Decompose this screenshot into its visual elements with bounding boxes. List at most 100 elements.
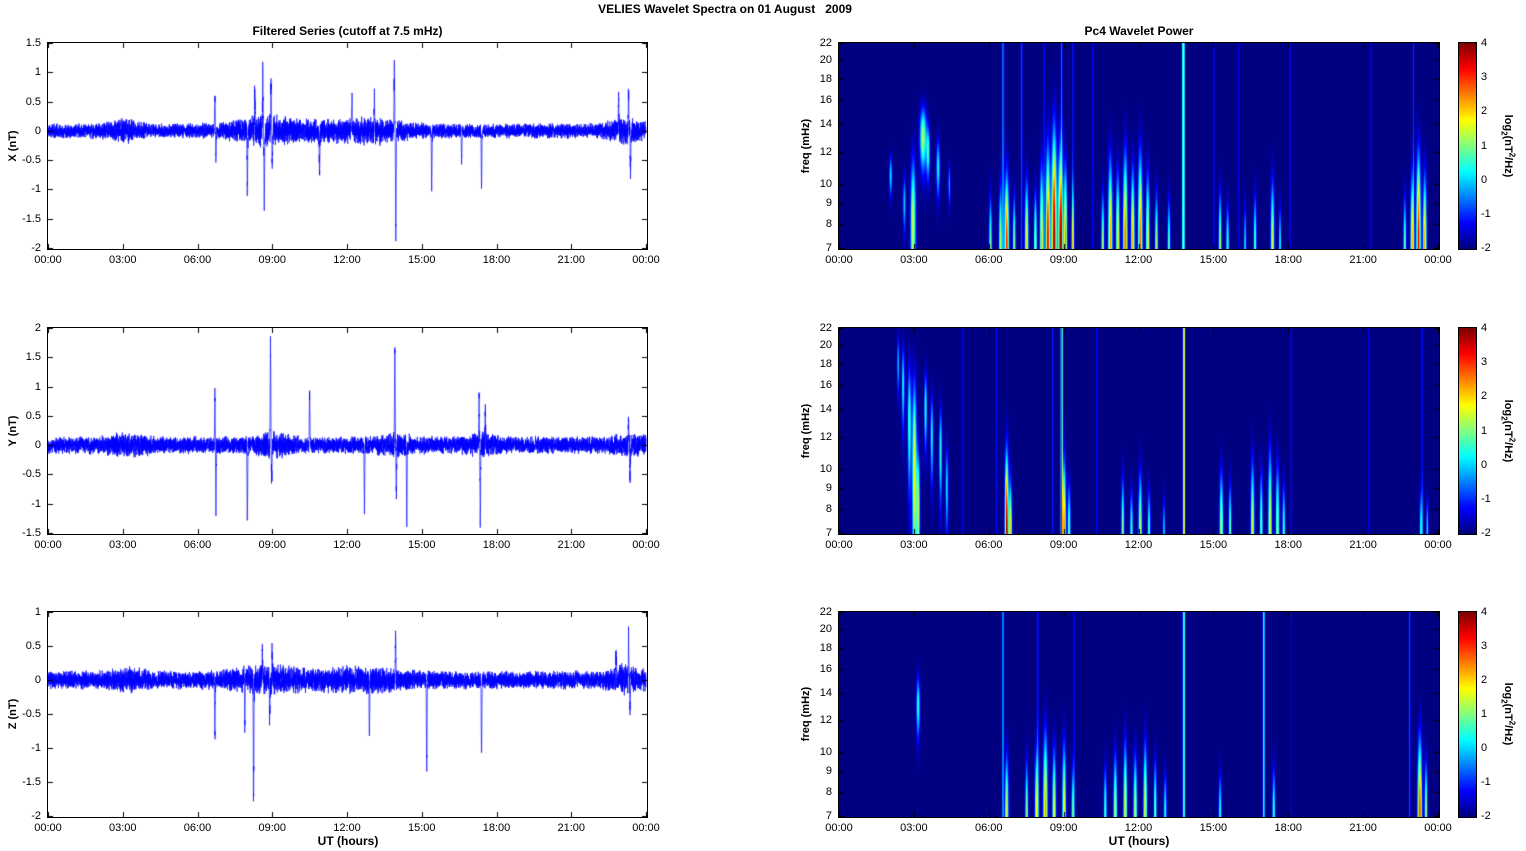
x-tick-label: 06:00 xyxy=(974,539,1003,551)
y-tick-label: -1.5 xyxy=(22,212,41,225)
x-tick-label: 06:00 xyxy=(183,822,212,834)
ylabel-freq-3: freq (mHz) xyxy=(800,686,812,742)
y-tick-label: 14 xyxy=(819,686,832,699)
colorbar-tick-label: 4 xyxy=(1481,606,1488,618)
x-tick-label: 03:00 xyxy=(108,822,137,834)
x-tick-label: 15:00 xyxy=(407,539,436,551)
x-tick-label: 21:00 xyxy=(557,822,586,834)
x-tick-label: 21:00 xyxy=(557,254,586,266)
x-tick-label: 12:00 xyxy=(333,822,361,834)
y-tick-label: -1.5 xyxy=(22,527,41,539)
x-tick-label: 06:00 xyxy=(183,539,212,551)
x-tick-label: 00:00 xyxy=(825,539,853,551)
colorbar-tick-label: 3 xyxy=(1481,71,1488,84)
x-tick-label: 12:00 xyxy=(1124,822,1153,834)
y-tick-label: 0 xyxy=(34,124,41,137)
y-tick-label: 9 xyxy=(825,765,832,778)
x-tick-label: 12:00 xyxy=(333,254,361,266)
y-tick-label: 9 xyxy=(825,197,832,209)
y-tick-label: 20 xyxy=(819,339,832,352)
x-tick-label: 21:00 xyxy=(1349,822,1377,834)
xlabel-left: UT (hours) xyxy=(317,834,379,848)
colorbar-tick-label: 1 xyxy=(1481,708,1488,720)
y-tick-label: -1 xyxy=(31,497,41,510)
x-tick-label: 00:00 xyxy=(1424,539,1452,551)
colorbar-tick-label: -1 xyxy=(1481,492,1491,505)
y-tick-label: 18 xyxy=(819,72,832,85)
y-tick-label: 16 xyxy=(819,662,832,675)
x-tick-label: 00:00 xyxy=(825,822,853,834)
timeseries-canvas-x xyxy=(48,43,647,249)
x-tick-label: 00:00 xyxy=(34,822,62,834)
colorbar-tick-label: -2 xyxy=(1481,242,1491,254)
colorbar-canvas-z xyxy=(1459,612,1476,817)
timeseries-panel-z xyxy=(47,611,648,818)
x-tick-label: 15:00 xyxy=(407,254,436,266)
x-tick-label: 00:00 xyxy=(1424,822,1452,834)
x-tick-label: 15:00 xyxy=(1199,822,1228,834)
y-tick-label: 8 xyxy=(825,786,832,799)
x-tick-label: 18:00 xyxy=(1274,539,1303,551)
y-tick-label: 9 xyxy=(825,482,832,494)
x-tick-label: 18:00 xyxy=(1274,822,1303,834)
y-tick-label: 22 xyxy=(819,37,832,49)
x-tick-label: 03:00 xyxy=(108,254,137,266)
colorbar-tick-label: 2 xyxy=(1481,674,1488,686)
y-tick-label: -2 xyxy=(31,810,41,822)
colorbar-tick-label: 2 xyxy=(1481,390,1488,403)
spectrogram-canvas-x xyxy=(839,43,1439,249)
timeseries-canvas-y xyxy=(48,328,647,534)
y-tick-label: 0.5 xyxy=(25,409,41,422)
y-tick-label: 2 xyxy=(34,322,41,334)
y-tick-label: 10 xyxy=(819,463,832,476)
y-tick-label: 12 xyxy=(819,713,832,726)
colorbar-tick-label: 2 xyxy=(1481,105,1488,118)
x-tick-label: 12:00 xyxy=(333,539,361,551)
colorbar-tick-label: 1 xyxy=(1481,424,1488,437)
x-tick-label: 21:00 xyxy=(1349,539,1377,551)
y-tick-label: 0.5 xyxy=(25,95,41,108)
colorbar-canvas-y xyxy=(1459,328,1476,534)
figure-title: VELIES Wavelet Spectra on 01 August 2009 xyxy=(598,2,852,16)
y-tick-label: 14 xyxy=(819,402,832,415)
y-tick-label: -0.5 xyxy=(22,154,41,167)
y-tick-label: 8 xyxy=(825,503,832,516)
spectrogram-panel-y xyxy=(838,327,1440,535)
colorbar-tick-label: 3 xyxy=(1481,640,1488,652)
y-tick-label: -2 xyxy=(31,242,41,254)
x-tick-label: 09:00 xyxy=(1049,822,1078,834)
x-tick-label: 09:00 xyxy=(258,822,287,834)
y-tick-label: 16 xyxy=(819,94,832,106)
x-tick-label: 12:00 xyxy=(1124,254,1153,266)
colorbar-tick-label: 0 xyxy=(1481,173,1488,186)
x-tick-label: 15:00 xyxy=(1199,254,1228,266)
spectrogram-panel-z xyxy=(838,611,1440,818)
ylabel-z-nt: Z (nT) xyxy=(7,698,19,730)
colorbar-x xyxy=(1458,42,1477,250)
x-tick-label: 18:00 xyxy=(482,822,511,834)
spectrogram-canvas-z xyxy=(839,612,1439,817)
y-tick-label: 1 xyxy=(34,380,41,393)
y-tick-label: 20 xyxy=(819,622,832,635)
colorbar-tick-label: 4 xyxy=(1481,37,1488,49)
y-tick-label: 1 xyxy=(34,66,41,79)
colorbar-tick-label: -1 xyxy=(1481,776,1491,788)
x-tick-label: 21:00 xyxy=(557,539,586,551)
colorbar-tick-label: 1 xyxy=(1481,139,1488,152)
timeseries-panel-y xyxy=(47,327,648,535)
x-tick-label: 09:00 xyxy=(1049,539,1078,551)
x-tick-label: 03:00 xyxy=(900,254,928,266)
x-tick-label: 09:00 xyxy=(1049,254,1078,266)
x-tick-label: 12:00 xyxy=(1124,539,1153,551)
x-tick-label: 18:00 xyxy=(482,539,511,551)
y-tick-label: 10 xyxy=(819,746,832,759)
right-column-title: Pc4 Wavelet Power xyxy=(1084,24,1194,38)
colorbar-canvas-x xyxy=(1459,43,1476,249)
x-tick-label: 00:00 xyxy=(632,254,660,266)
x-tick-label: 00:00 xyxy=(34,539,62,551)
y-tick-label: 1.5 xyxy=(25,37,41,49)
x-tick-label: 00:00 xyxy=(632,539,660,551)
timeseries-panel-x xyxy=(47,42,648,250)
timeseries-canvas-z xyxy=(48,612,647,817)
x-tick-label: 15:00 xyxy=(1199,539,1228,551)
